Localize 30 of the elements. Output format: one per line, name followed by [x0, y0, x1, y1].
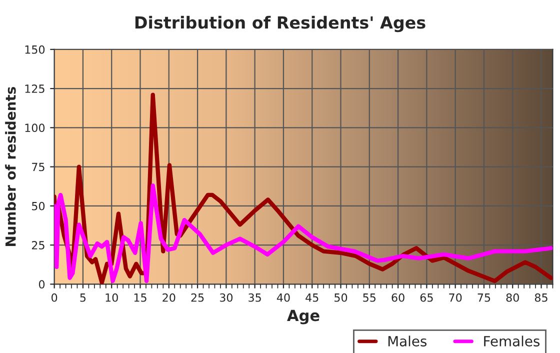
y-axis-title: Number of residents [5, 87, 16, 246]
x-tick-label: 40 [276, 293, 290, 302]
x-tick-label: 25 [191, 293, 204, 302]
x-tick-label: 70 [449, 293, 462, 302]
y-tick-label: 150 [25, 45, 45, 54]
legend-label: Males [388, 336, 427, 346]
y-tick-label: 75 [32, 162, 44, 172]
x-tick-label: 75 [478, 294, 490, 302]
x-axis-title: Age [287, 310, 320, 324]
x-tick-label: 10 [106, 293, 118, 302]
x-tick-label: 85 [534, 293, 548, 302]
legend-label: Females [484, 336, 540, 346]
x-tick-label: 20 [162, 293, 176, 302]
x-tick-label: 5 [80, 294, 86, 302]
x-tick-label: 60 [392, 293, 404, 302]
x-tick-label: 0 [52, 293, 58, 302]
x-tick-label: 15 [134, 294, 146, 302]
x-tick-label: 45 [306, 294, 318, 302]
x-tick-label: 50 [334, 293, 348, 302]
x-tick-label: 30 [220, 293, 233, 302]
y-tick-label: 50 [32, 202, 45, 210]
chart-title: Distribution of Residents' Ages [135, 16, 426, 32]
x-tick-label: 80 [506, 293, 519, 302]
x-tick-label: 65 [420, 293, 433, 302]
x-tick-label: 55 [363, 294, 376, 302]
x-tick-label: 35 [248, 293, 261, 302]
y-tick-label: 100 [25, 124, 45, 132]
y-tick-label: 0 [38, 280, 45, 289]
y-tick-label: 25 [32, 241, 44, 250]
y-tick-label: 125 [25, 84, 44, 93]
